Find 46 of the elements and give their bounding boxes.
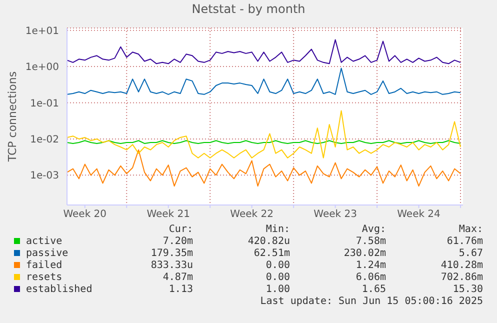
text: Cur: xyxy=(168,224,193,235)
legend-label: failed xyxy=(26,260,62,271)
text: 1.65 xyxy=(362,284,386,295)
legend-label: resets xyxy=(26,272,62,283)
text: 6.06m xyxy=(356,272,386,283)
text: Last update: Sun Jun 15 05:00:16 2025 xyxy=(260,296,483,307)
y-tick-label: 1e-02 xyxy=(30,134,59,146)
y-tick-label: 1e+01 xyxy=(25,26,59,37)
text: 15.30 xyxy=(452,284,483,295)
line-series xyxy=(67,110,462,158)
x-tick-label: Week 21 xyxy=(146,209,190,220)
text: Max: xyxy=(458,224,483,235)
legend-label: established xyxy=(26,284,92,295)
line-series xyxy=(67,68,462,95)
text: 410.28m xyxy=(440,260,483,271)
text: 1.24m xyxy=(356,260,386,271)
line-series xyxy=(67,149,462,187)
x-tick-label: Week 22 xyxy=(230,209,274,220)
text: 62.51m xyxy=(254,248,290,259)
text: 7.20m xyxy=(162,236,193,247)
legend-label: passive xyxy=(26,248,68,259)
text: 7.58m xyxy=(356,236,386,247)
text: 4.87m xyxy=(162,272,193,283)
text: 61.76m xyxy=(446,236,483,247)
text: 1.13 xyxy=(168,284,193,295)
chart-title: Netstat - by month xyxy=(190,2,306,16)
y-tick-label: 1e+00 xyxy=(25,62,59,74)
text: Min: xyxy=(266,224,290,235)
text: 0.00 xyxy=(266,272,290,283)
text: 230.02m xyxy=(344,248,386,259)
text: 702.86m xyxy=(440,272,483,283)
text: 179.35m xyxy=(150,248,193,259)
text: Avg: xyxy=(362,224,386,235)
line-series xyxy=(67,39,462,64)
x-tick-label: Week 24 xyxy=(397,209,440,220)
text: 1.00 xyxy=(266,284,290,295)
y-axis-title: TCP connections xyxy=(6,71,19,163)
y-tick-label: 1e-03 xyxy=(30,170,59,182)
text: 420.82u xyxy=(248,236,290,247)
legend-label: active xyxy=(26,236,62,247)
text: 0.00 xyxy=(266,260,290,271)
x-tick-label: Week 23 xyxy=(314,209,357,220)
text: 5.67 xyxy=(458,248,483,259)
y-tick-label: 1e-01 xyxy=(30,98,59,110)
x-tick-label: Week 20 xyxy=(63,209,107,220)
text: 833.33u xyxy=(150,260,193,271)
